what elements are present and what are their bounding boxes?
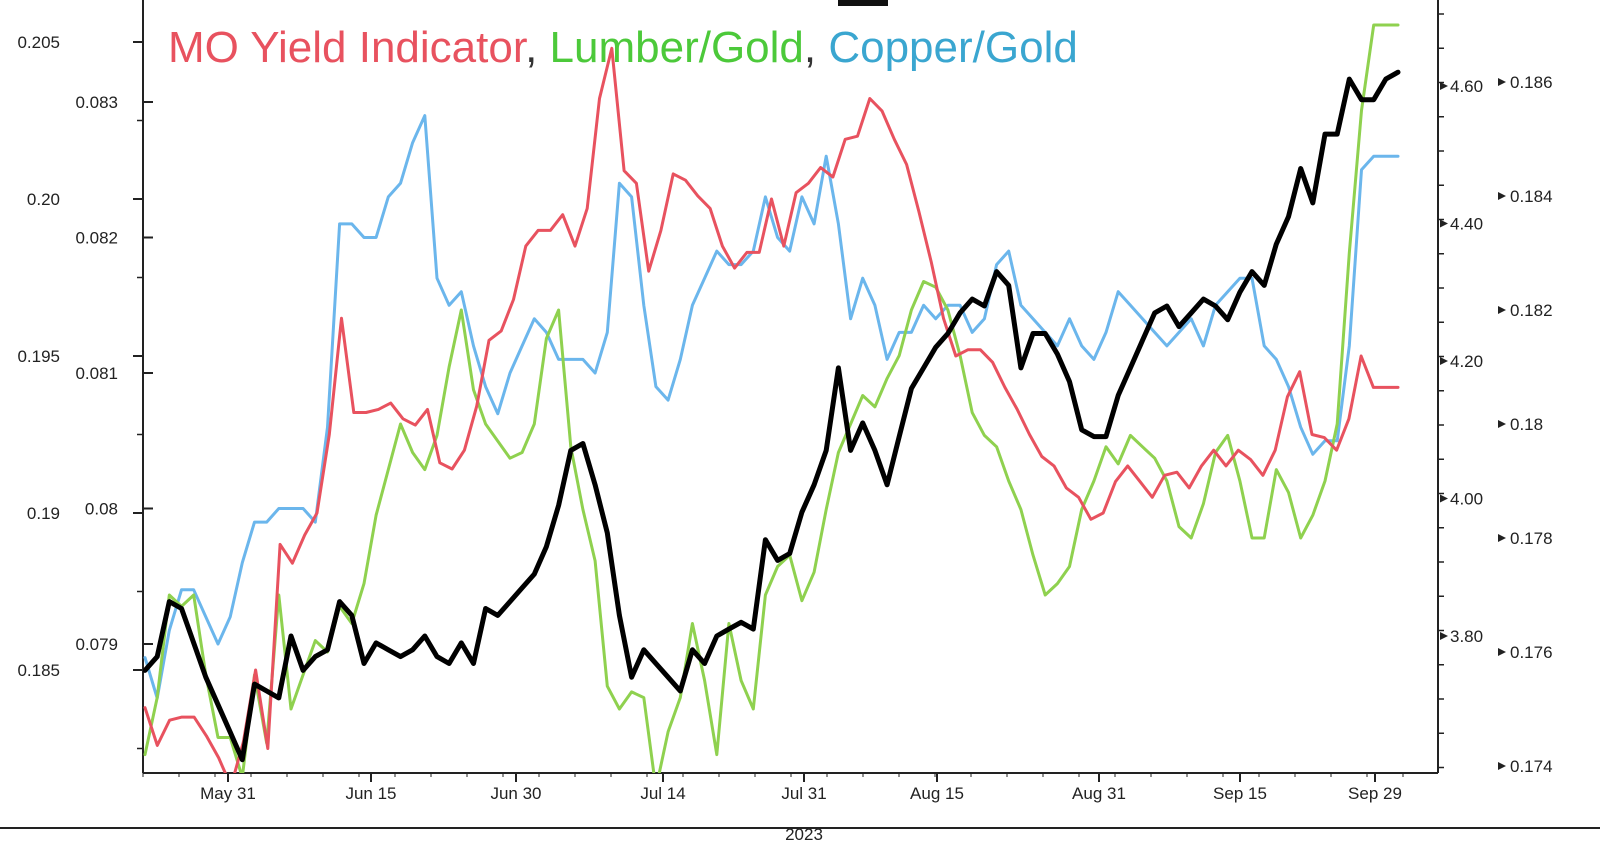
y-tick-arrow [1440, 219, 1448, 228]
y-tick-label-outer-left: 0.185 [17, 661, 60, 680]
series-line-blue [143, 114, 1400, 700]
y-tick-label-inner-left: 0.08 [85, 500, 118, 519]
series-line-black [143, 69, 1401, 763]
x-tick-label: May 31 [200, 784, 256, 803]
series-line-red [143, 46, 1400, 773]
y-tick-label-inner-right: 4.60 [1450, 77, 1483, 96]
title-mo-yield: MO Yield Indicator [168, 23, 527, 72]
x-tick-label: Sep 29 [1348, 784, 1402, 803]
y-tick-arrow [1440, 494, 1448, 503]
x-tick-label: Jul 14 [640, 784, 685, 803]
y-tick-arrow [1498, 78, 1506, 86]
x-tick-label: Jun 30 [490, 784, 541, 803]
y-tick-label-outer-right: 0.178 [1510, 529, 1553, 548]
y-tick-arrow [1440, 632, 1448, 640]
x-tick-label: Aug 15 [910, 784, 964, 803]
x-axis-year-label: 2023 [785, 825, 823, 844]
top-edge-marker [838, 0, 888, 6]
title-copper-gold: Copper/Gold [828, 23, 1077, 72]
title-lumber-gold: Lumber/Gold [550, 23, 804, 72]
y-tick-label-outer-left: 0.19 [27, 504, 60, 523]
y-tick-label-inner-right: 4.20 [1450, 352, 1483, 371]
y-tick-label-inner-right: 4.00 [1450, 490, 1483, 509]
y-tick-label-inner-left: 0.079 [75, 635, 118, 654]
y-tick-label-outer-right: 0.18 [1510, 415, 1543, 434]
y-tick-arrow [1498, 762, 1506, 770]
y-tick-label-outer-right: 0.186 [1510, 73, 1553, 92]
y-tick-arrow [1498, 306, 1506, 314]
y-tick-label-inner-right: 3.80 [1450, 627, 1483, 646]
y-tick-arrow [1440, 357, 1448, 365]
y-tick-label-inner-right: 4.40 [1450, 215, 1483, 234]
axes-layer: 0.205 0.20 0.195 0.19 0.185 0.083 0.082 0.081 0.… [0, 0, 1600, 829]
x-tick-label: Sep 15 [1213, 784, 1267, 803]
x-tick-label: Aug 31 [1072, 784, 1126, 803]
y-tick-label-outer-left: 0.195 [17, 347, 60, 366]
y-tick-label-inner-left: 0.081 [75, 364, 118, 383]
y-tick-label-inner-left: 0.082 [75, 229, 118, 248]
y-tick-arrow [1498, 192, 1506, 200]
y-tick-label-outer-right: 0.174 [1510, 757, 1553, 776]
y-tick-arrow [1440, 82, 1448, 90]
y-tick-label-outer-left: 0.205 [17, 33, 60, 52]
chart-title: MO Yield Indicator, Lumber/Gold, Copper/… [168, 23, 1078, 72]
y-tick-label-inner-left: 0.083 [75, 93, 118, 112]
x-tick-label: Jun 15 [345, 784, 396, 803]
x-tick-label: Jul 31 [781, 784, 826, 803]
y-tick-label-outer-left: 0.20 [27, 190, 60, 209]
y-tick-label-outer-right: 0.182 [1510, 301, 1553, 320]
series-layer [143, 23, 1401, 773]
y-tick-arrow [1498, 648, 1506, 656]
y-tick-arrow [1498, 420, 1506, 428]
y-tick-label-outer-right: 0.184 [1510, 187, 1553, 206]
title-separator-1: , [525, 23, 549, 72]
y-tick-label-outer-right: 0.176 [1510, 643, 1553, 662]
title-separator-2: , [804, 23, 828, 72]
y-tick-arrow [1498, 534, 1506, 542]
